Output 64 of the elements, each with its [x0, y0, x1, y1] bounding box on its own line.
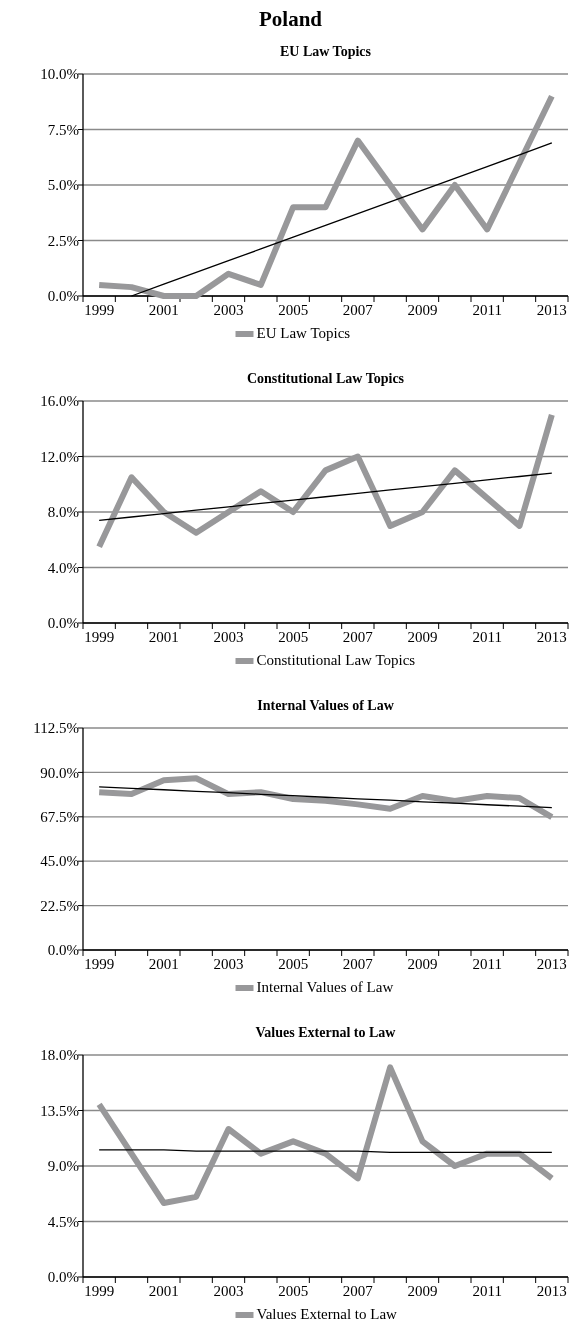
line-series: [98, 472, 553, 521]
chart-title: Values External to Law: [255, 1025, 397, 1040]
legend-label: Values External to Law: [256, 1306, 398, 1322]
x-tick-label: 2007: [342, 302, 374, 318]
x-tick-label: 2001: [148, 302, 179, 318]
chart-title: Constitutional Law Topics: [246, 371, 405, 386]
legend-label: Constitutional Law Topics: [256, 652, 416, 668]
x-tick-label: 2007: [342, 1283, 374, 1299]
y-tick-label: 10.0%: [40, 66, 79, 83]
x-tick-label: 2005: [278, 956, 309, 972]
y-tick-label: 0.0%: [47, 288, 79, 305]
x-tick-label: 2013: [536, 956, 567, 972]
x-tick-label: 2009: [407, 1283, 438, 1299]
y-tick-label: 45.0%: [40, 853, 79, 870]
x-tick-label: 2007: [342, 629, 374, 645]
y-tick-label: 4.5%: [47, 1213, 79, 1230]
y-tick-label: 16.0%: [40, 393, 79, 410]
legend-label: Internal Values of Law: [256, 979, 394, 995]
x-tick-label: 1999: [84, 629, 115, 645]
x-tick-label: 2011: [472, 629, 502, 645]
x-tick-label: 2003: [213, 629, 244, 645]
x-tick-label: 2001: [148, 629, 179, 645]
x-tick-label: 2005: [278, 302, 309, 318]
text: Poland: [258, 7, 323, 31]
x-tick-label: 2013: [536, 302, 567, 318]
chart-title: EU Law Topics: [279, 44, 372, 59]
y-tick-label: 13.5%: [40, 1102, 79, 1119]
y-tick-label: 5.0%: [47, 177, 79, 194]
x-tick-label: 2001: [148, 1283, 179, 1299]
x-tick-label: 2007: [342, 956, 374, 972]
y-tick-label: 22.5%: [40, 897, 79, 914]
x-tick-label: 2003: [213, 1283, 244, 1299]
x-tick-label: 2013: [536, 629, 567, 645]
line-series: [98, 786, 553, 809]
y-tick-label: 7.5%: [47, 121, 79, 138]
x-tick-label: 1999: [84, 956, 115, 972]
x-tick-label: 2009: [407, 629, 438, 645]
x-tick-label: 2003: [213, 956, 244, 972]
y-tick-label: 4.0%: [47, 559, 79, 576]
x-tick-label: 2013: [536, 1283, 567, 1299]
x-tick-label: 2005: [278, 629, 309, 645]
x-tick-label: 2009: [407, 956, 438, 972]
x-tick-label: 2001: [148, 956, 179, 972]
y-tick-label: 8.0%: [47, 504, 79, 521]
y-tick-label: 90.0%: [40, 764, 79, 781]
x-tick-label: 1999: [84, 1283, 115, 1299]
y-tick-label: 2.5%: [47, 232, 79, 249]
x-tick-label: 2011: [472, 1283, 502, 1299]
x-tick-label: 2003: [213, 302, 244, 318]
x-tick-label: 2009: [407, 302, 438, 318]
y-tick-label: 12.0%: [40, 448, 79, 465]
x-tick-label: 2011: [472, 956, 502, 972]
x-tick-label: 2005: [278, 1283, 309, 1299]
chart-title: Internal Values of Law: [257, 698, 395, 713]
y-tick-label: 67.5%: [40, 809, 79, 826]
x-tick-label: 1999: [84, 302, 115, 318]
y-tick-label: 0.0%: [47, 615, 79, 632]
legend-label: EU Law Topics: [256, 325, 351, 341]
x-tick-label: 2011: [472, 302, 502, 318]
y-tick-label: 9.0%: [47, 1158, 79, 1175]
y-tick-label: 0.0%: [47, 942, 79, 959]
y-tick-label: 112.5%: [33, 720, 79, 737]
y-tick-label: 0.0%: [47, 1269, 79, 1286]
y-tick-label: 18.0%: [40, 1047, 79, 1064]
